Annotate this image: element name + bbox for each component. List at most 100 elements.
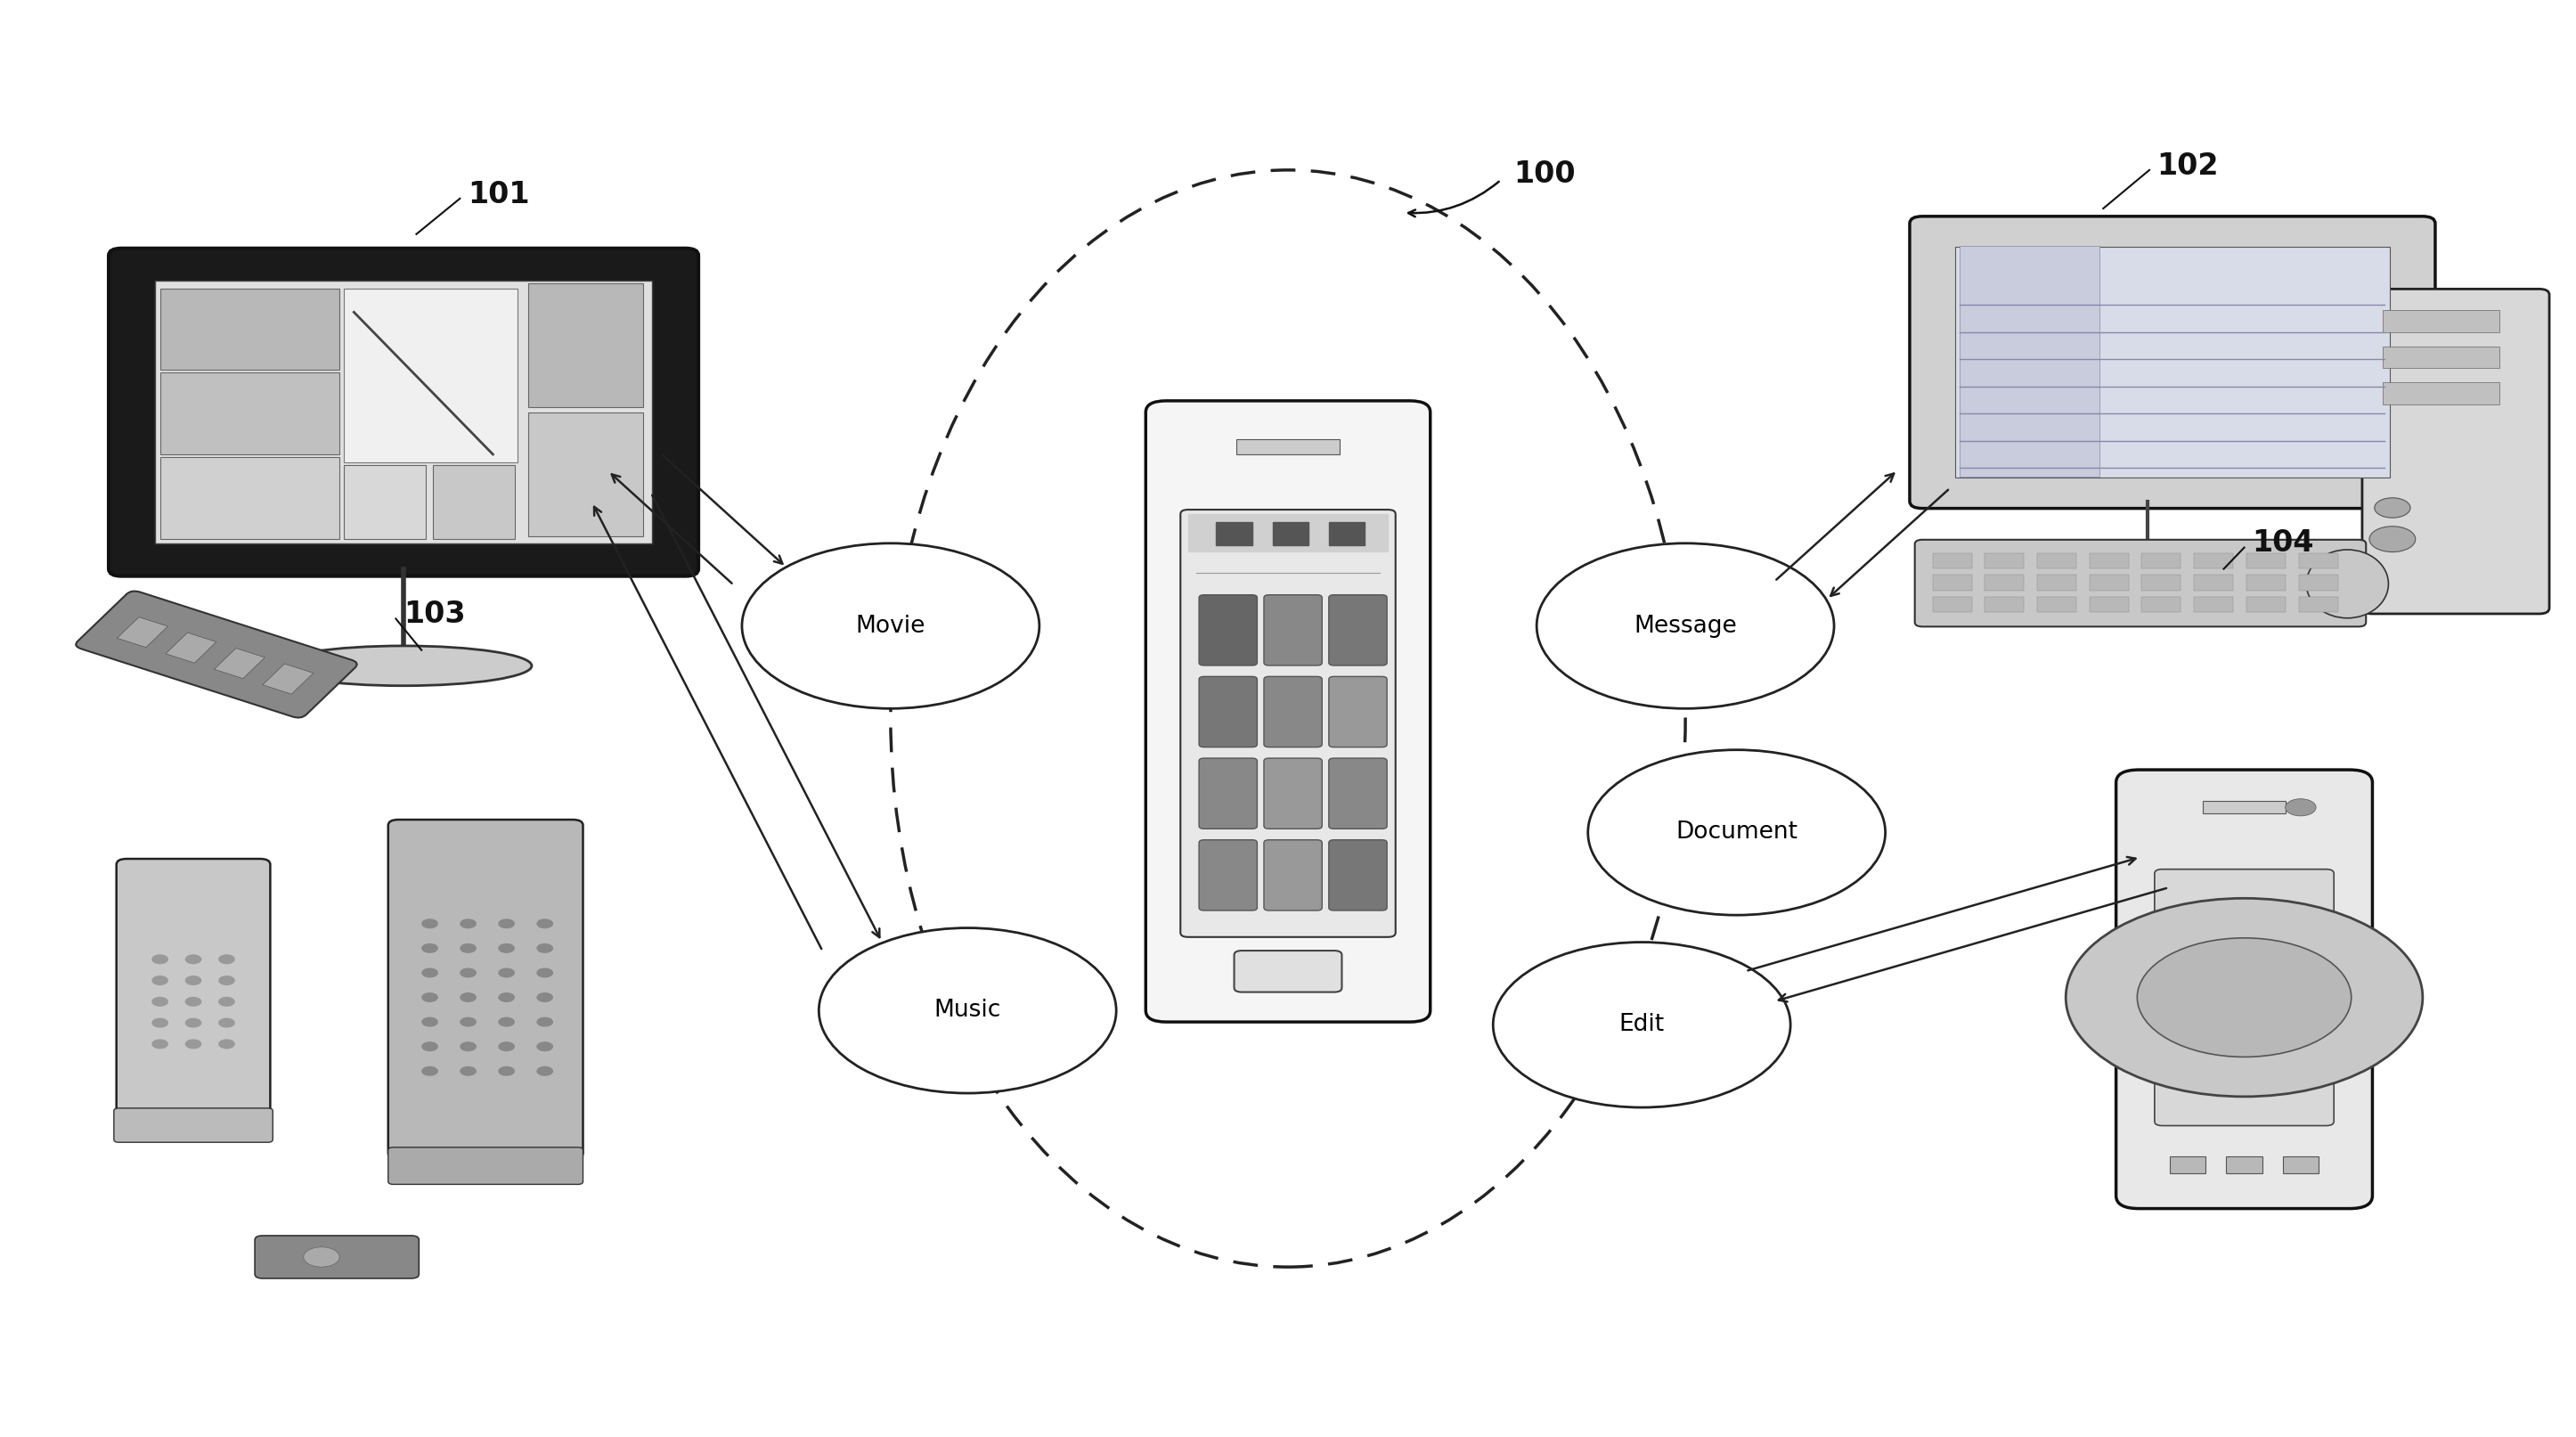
FancyBboxPatch shape [2362,289,2550,614]
FancyBboxPatch shape [1198,677,1257,747]
Circle shape [2138,938,2352,1058]
Circle shape [185,1040,201,1049]
Bar [2195,553,2233,569]
Bar [2141,575,2182,591]
FancyBboxPatch shape [1329,677,1386,747]
Bar [160,289,340,371]
FancyBboxPatch shape [113,1108,273,1142]
Bar [2089,596,2128,612]
Circle shape [185,997,201,1006]
Bar [2282,1157,2318,1173]
FancyBboxPatch shape [1265,677,1321,747]
Bar [2383,382,2499,404]
Text: 102: 102 [2156,151,2218,181]
Ellipse shape [276,645,531,685]
Bar [2141,553,2182,569]
Circle shape [422,1066,438,1075]
Bar [528,412,644,536]
Circle shape [2285,799,2316,816]
Text: 103: 103 [404,599,466,629]
Bar [2246,553,2285,569]
Circle shape [185,956,201,964]
Bar [528,283,644,407]
Bar [2383,310,2499,332]
FancyBboxPatch shape [1909,217,2434,509]
Circle shape [461,1066,477,1075]
Text: 100: 100 [1515,160,1577,190]
Bar [2383,346,2499,368]
Circle shape [500,993,515,1002]
Bar [2089,553,2128,569]
Circle shape [422,944,438,953]
Circle shape [185,1019,201,1027]
Text: 104: 104 [2251,529,2313,558]
Circle shape [538,993,551,1002]
Bar [2195,575,2233,591]
Circle shape [219,956,234,964]
Bar [2038,553,2076,569]
Bar [1932,596,1971,612]
Circle shape [461,1017,477,1026]
Bar [2298,553,2339,569]
FancyBboxPatch shape [1914,540,2365,627]
Circle shape [538,944,551,953]
FancyBboxPatch shape [1234,951,1342,992]
FancyBboxPatch shape [1265,759,1321,829]
Circle shape [1494,943,1790,1108]
Text: Music: Music [935,999,1002,1022]
Circle shape [742,543,1038,708]
FancyBboxPatch shape [1198,595,1257,665]
Circle shape [1587,750,1886,915]
Text: Edit: Edit [1618,1013,1664,1036]
Bar [1273,522,1309,545]
Bar [2246,596,2285,612]
Circle shape [538,969,551,977]
Circle shape [461,944,477,953]
Circle shape [152,956,167,964]
Circle shape [219,976,234,984]
Bar [1932,553,1971,569]
Circle shape [219,1019,234,1027]
Circle shape [461,969,477,977]
Circle shape [2375,497,2411,517]
Bar [263,664,314,694]
Bar [2246,575,2285,591]
Bar [160,457,340,539]
Circle shape [422,993,438,1002]
Circle shape [219,1040,234,1049]
Circle shape [422,1042,438,1050]
Text: 101: 101 [469,180,531,208]
Circle shape [2066,898,2421,1096]
Circle shape [152,1019,167,1027]
Bar [2298,575,2339,591]
Bar [1955,247,2391,477]
Circle shape [1538,543,1834,708]
Circle shape [461,993,477,1002]
Circle shape [422,969,438,977]
Circle shape [500,944,515,953]
FancyBboxPatch shape [75,591,358,717]
Circle shape [500,1017,515,1026]
Bar [345,464,425,539]
Circle shape [152,976,167,984]
Circle shape [500,969,515,977]
FancyBboxPatch shape [255,1236,420,1279]
FancyBboxPatch shape [1329,839,1386,911]
FancyBboxPatch shape [116,859,270,1119]
FancyBboxPatch shape [1329,595,1386,665]
Bar [1236,440,1340,454]
Bar [1960,246,2099,476]
Bar [433,464,515,539]
FancyBboxPatch shape [1329,759,1386,829]
Bar [1329,522,1365,545]
Ellipse shape [2032,576,2262,612]
Circle shape [152,997,167,1006]
Text: Document: Document [1674,821,1798,844]
Circle shape [538,920,551,928]
Bar [165,632,216,662]
Bar [2202,802,2285,813]
Circle shape [422,1017,438,1026]
FancyBboxPatch shape [1198,759,1257,829]
Bar [1216,522,1252,545]
Circle shape [152,1040,167,1049]
